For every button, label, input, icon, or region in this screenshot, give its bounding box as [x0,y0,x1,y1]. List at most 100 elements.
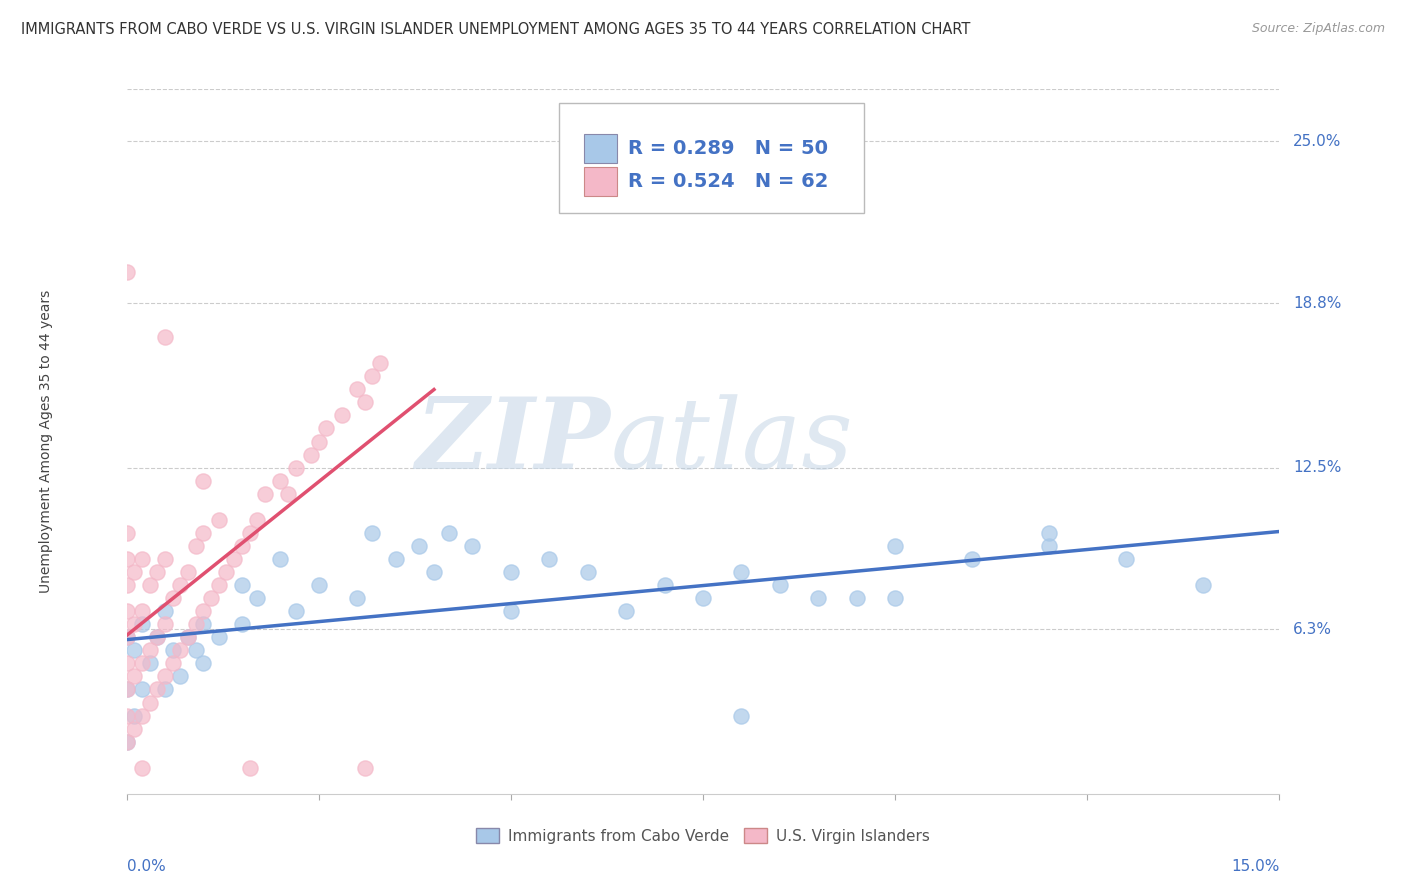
Point [654,578,676,592]
Point [730,708,752,723]
Point [208,630,231,644]
Point [730,565,752,579]
Point [115,708,138,723]
Point [692,591,714,606]
Point [845,591,868,606]
Point [153,669,176,683]
Point [138,696,160,710]
Text: Source: ZipAtlas.com: Source: ZipAtlas.com [1251,22,1385,36]
Point [115,630,138,644]
Point [193,474,215,488]
Point [122,708,145,723]
Point [131,552,153,566]
Point [384,552,406,566]
Point [177,630,200,644]
Point [284,460,307,475]
Point [169,669,191,683]
Text: 12.5%: 12.5% [1294,460,1341,475]
Point [215,565,238,579]
Point [408,539,430,553]
Point [184,617,207,632]
Point [960,552,983,566]
Point [153,604,176,618]
Point [122,643,145,657]
Text: 18.8%: 18.8% [1294,296,1341,310]
Point [193,657,215,671]
Point [576,565,599,579]
Point [115,265,138,279]
Text: 25.0%: 25.0% [1294,134,1341,149]
Point [1038,525,1060,540]
Point [131,604,153,618]
FancyBboxPatch shape [560,103,865,212]
Point [361,525,384,540]
Point [308,434,330,449]
Point [131,617,153,632]
Point [284,604,307,618]
Text: 6.3%: 6.3% [1294,622,1333,637]
Point [277,487,299,501]
Point [131,708,153,723]
Point [807,591,830,606]
Point [1115,552,1137,566]
Point [169,578,191,592]
Point [162,591,184,606]
Point [439,525,461,540]
Point [368,356,391,370]
Text: R = 0.524   N = 62: R = 0.524 N = 62 [628,172,828,191]
Point [614,604,637,618]
Point [184,539,207,553]
Point [138,657,160,671]
Point [115,578,138,592]
Point [499,565,522,579]
Point [193,525,215,540]
Point [499,604,522,618]
Point [238,525,260,540]
Point [423,565,446,579]
Text: atlas: atlas [610,394,853,489]
FancyBboxPatch shape [585,134,617,163]
Point [231,539,253,553]
Point [115,525,138,540]
Point [146,630,169,644]
Point [153,552,176,566]
Point [131,682,153,697]
Text: ZIP: ZIP [416,393,610,490]
Point [122,722,145,736]
Point [122,565,145,579]
Point [146,682,169,697]
Point [153,617,176,632]
Text: Unemployment Among Ages 35 to 44 years: Unemployment Among Ages 35 to 44 years [39,290,53,593]
Point [538,552,561,566]
Point [208,513,231,527]
Text: IMMIGRANTS FROM CABO VERDE VS U.S. VIRGIN ISLANDER UNEMPLOYMENT AMONG AGES 35 TO: IMMIGRANTS FROM CABO VERDE VS U.S. VIRGI… [21,22,970,37]
Point [146,630,169,644]
Text: 15.0%: 15.0% [1232,859,1279,874]
Point [461,539,484,553]
Point [115,630,138,644]
Point [353,761,375,775]
Text: R = 0.289   N = 50: R = 0.289 N = 50 [628,139,828,158]
Point [162,657,184,671]
Point [308,578,330,592]
Point [346,382,368,396]
Point [115,552,138,566]
Point [146,565,169,579]
Point [115,682,138,697]
Point [269,474,291,488]
Point [231,617,253,632]
Point [299,448,322,462]
Point [115,604,138,618]
Point [153,682,176,697]
Point [131,657,153,671]
Point [315,421,337,435]
Point [884,591,907,606]
Point [153,330,176,344]
Text: 0.0%: 0.0% [127,859,166,874]
Point [122,669,145,683]
Point [162,643,184,657]
Point [115,682,138,697]
Point [246,591,269,606]
FancyBboxPatch shape [585,167,617,196]
Point [346,591,368,606]
